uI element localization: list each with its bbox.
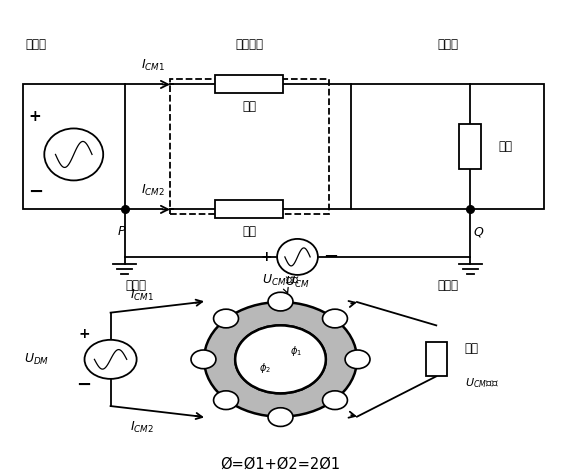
Circle shape [345,350,370,369]
Circle shape [204,302,357,417]
Text: +: + [78,327,90,341]
Text: P: P [118,226,125,238]
Circle shape [323,391,347,410]
Text: $\phi_2$: $\phi_2$ [258,361,271,375]
Text: Q: Q [473,226,483,238]
Circle shape [268,408,293,427]
Text: 阳抗: 阳抗 [242,226,257,238]
Text: $U_{CM}$: $U_{CM}$ [285,275,310,291]
Text: $U_{DM}$: $U_{DM}$ [24,352,50,367]
Bar [23,84,125,210]
Text: −: − [28,183,43,201]
Text: $\phi_1$: $\phi_1$ [290,344,302,358]
Bar [216,75,283,93]
Circle shape [213,391,239,410]
Text: 负载: 负载 [465,342,479,355]
Text: −: − [323,248,338,266]
Text: $I_{CM1}$: $I_{CM1}$ [141,58,165,73]
Text: 电源：: 电源： [25,38,47,51]
Text: $U_{CM}$线圈: $U_{CM}$线圈 [262,273,299,288]
Circle shape [235,325,326,393]
Text: $I_{CM2}$: $I_{CM2}$ [141,183,165,198]
Circle shape [213,309,239,328]
Circle shape [277,239,318,275]
Text: $U_{CM}$负载: $U_{CM}$负载 [465,376,498,390]
Text: 阳抗: 阳抗 [242,100,257,113]
Circle shape [268,292,293,311]
Text: +: + [260,250,272,264]
Bar [425,342,447,376]
Text: 设备：: 设备： [437,279,458,292]
Bar [460,125,481,169]
Text: $I_{CM1}$: $I_{CM1}$ [129,288,154,303]
Text: 电源：: 电源： [125,279,147,292]
Circle shape [191,350,216,369]
Bar [351,84,544,210]
Circle shape [235,325,326,393]
Text: 阳抗: 阳抗 [499,140,513,154]
Bar [216,201,283,219]
Circle shape [84,340,136,379]
Text: −: − [76,376,91,394]
Text: +: + [29,109,42,125]
Text: 共模滤波: 共模滤波 [235,38,264,51]
Text: $I_{CM2}$: $I_{CM2}$ [129,420,154,435]
Circle shape [323,309,347,328]
Circle shape [45,128,103,181]
Text: Ø=Ø1+Ø2=2Ø1: Ø=Ø1+Ø2=2Ø1 [220,457,340,472]
Bar [170,80,329,214]
Text: 设备：: 设备： [437,38,458,51]
